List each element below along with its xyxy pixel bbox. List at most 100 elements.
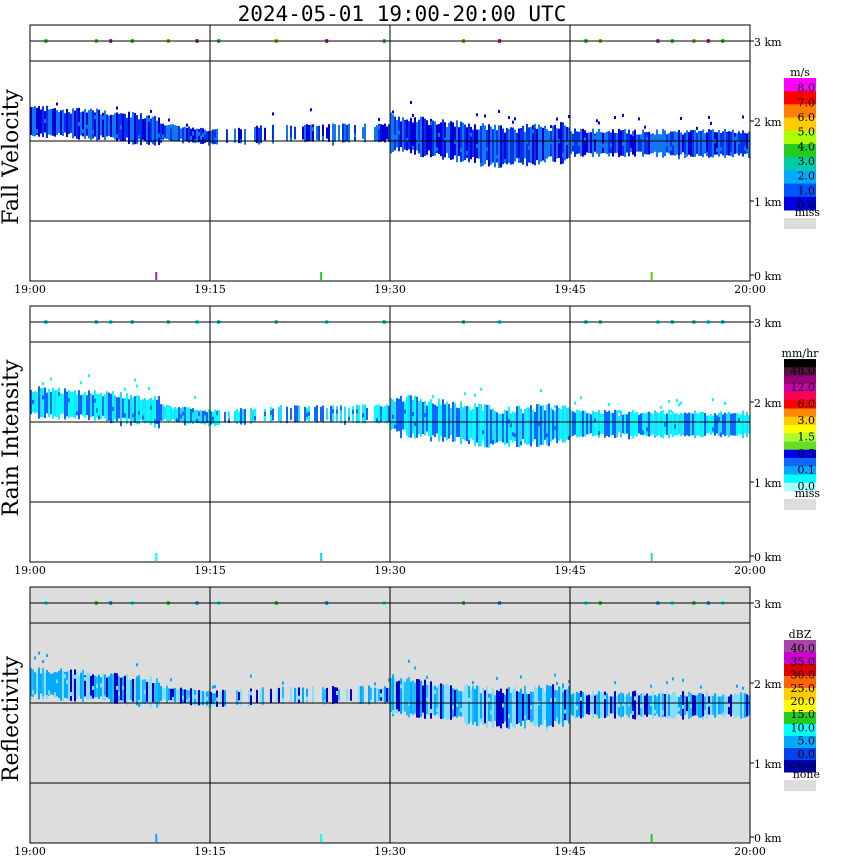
precip-column xyxy=(666,691,668,719)
y-tick-label: 0 km xyxy=(754,551,782,564)
precip-column xyxy=(264,127,266,141)
precip-fleck xyxy=(514,117,516,121)
precip-core xyxy=(196,696,198,701)
precip-column xyxy=(432,685,434,715)
precip-column xyxy=(64,388,66,420)
precip-column xyxy=(132,112,134,145)
precip-column xyxy=(258,127,260,141)
precip-column xyxy=(278,407,280,422)
precip-column xyxy=(650,412,652,436)
precip-core xyxy=(634,696,636,701)
precip-column xyxy=(184,689,186,703)
precip-column xyxy=(574,693,576,717)
precip-column xyxy=(690,130,692,157)
precip-core xyxy=(30,696,32,701)
precip-column xyxy=(376,125,378,141)
precip-core xyxy=(86,124,88,129)
precip-core xyxy=(394,424,396,429)
precip-column xyxy=(704,412,706,436)
precip-core xyxy=(96,408,98,413)
precip-column xyxy=(468,406,470,441)
precip-core xyxy=(738,418,740,423)
precip-column xyxy=(500,413,502,442)
precip-core xyxy=(202,133,204,138)
precip-core xyxy=(88,679,90,684)
precip-core xyxy=(532,129,534,134)
precip-core xyxy=(608,712,610,717)
precip-column xyxy=(592,128,594,157)
precip-core xyxy=(84,676,86,681)
precip-column xyxy=(688,412,690,437)
precip-column xyxy=(610,412,612,436)
precip-column xyxy=(202,410,204,424)
precip-core xyxy=(398,130,400,135)
precip-column xyxy=(472,129,474,157)
precip-column xyxy=(646,412,648,436)
precip-core xyxy=(144,689,146,694)
precip-column xyxy=(396,120,398,148)
colorbar-swatch xyxy=(784,458,816,467)
precip-column xyxy=(636,692,638,718)
precip-column xyxy=(250,688,252,706)
precip-column xyxy=(476,129,478,159)
precip-column xyxy=(332,405,334,423)
precip-column xyxy=(312,124,314,142)
colorbar-label: 48.0 xyxy=(791,365,816,378)
precip-core xyxy=(632,132,634,137)
precip-column xyxy=(364,123,366,143)
precip-core xyxy=(408,701,410,706)
precip-core xyxy=(74,674,76,679)
precip-core xyxy=(184,421,186,426)
grid xyxy=(30,25,750,281)
precip-column xyxy=(304,124,306,142)
precip-core xyxy=(720,147,722,152)
precip-column xyxy=(424,400,426,436)
precip-column xyxy=(358,405,360,423)
precip-column xyxy=(526,123,528,167)
precip-column xyxy=(404,681,406,712)
precip-fleck xyxy=(608,403,610,407)
precip-fleck xyxy=(736,684,738,688)
panel-1: 19:00 19:15 19:30 19:45 20:000 km 1 km 2 km 3 k… xyxy=(0,24,820,296)
precip-core xyxy=(58,392,60,397)
precip-layer xyxy=(30,374,750,448)
colorbar-label: 25.0 xyxy=(791,682,816,695)
precip-core xyxy=(706,706,708,711)
precip-core xyxy=(376,696,378,701)
precip-column xyxy=(558,128,560,158)
precip-column xyxy=(732,413,734,436)
precip-column xyxy=(736,412,738,436)
precip-column xyxy=(402,680,404,713)
precip-column xyxy=(712,415,714,434)
precip-core xyxy=(444,137,446,142)
precip-column xyxy=(116,397,118,418)
precip-core xyxy=(112,406,114,411)
precip-column xyxy=(720,133,722,154)
x-tick-label: 19:00 xyxy=(14,283,46,296)
precip-column xyxy=(64,113,66,133)
colorbar-label: 3.0 xyxy=(798,155,816,168)
precip-column xyxy=(638,695,640,715)
precip-column xyxy=(50,391,52,415)
precip-column xyxy=(598,128,600,157)
precip-column xyxy=(406,396,408,436)
precip-fleck xyxy=(136,663,138,667)
precip-column xyxy=(644,413,646,436)
precip-column xyxy=(236,690,238,705)
precip-column xyxy=(676,413,678,436)
precip-column xyxy=(584,693,586,716)
precip-column xyxy=(702,411,704,437)
precip-column xyxy=(82,394,84,416)
precip-core xyxy=(382,690,384,695)
precip-core xyxy=(662,710,664,715)
precip-column xyxy=(644,695,646,715)
precip-column xyxy=(654,410,656,439)
precip-core xyxy=(578,141,580,146)
precip-core xyxy=(64,674,66,679)
precip-column xyxy=(546,684,548,727)
precip-core xyxy=(446,692,448,697)
precip-core xyxy=(556,717,558,722)
precip-column xyxy=(658,133,660,153)
precip-core xyxy=(102,406,104,411)
precip-column xyxy=(562,122,564,164)
